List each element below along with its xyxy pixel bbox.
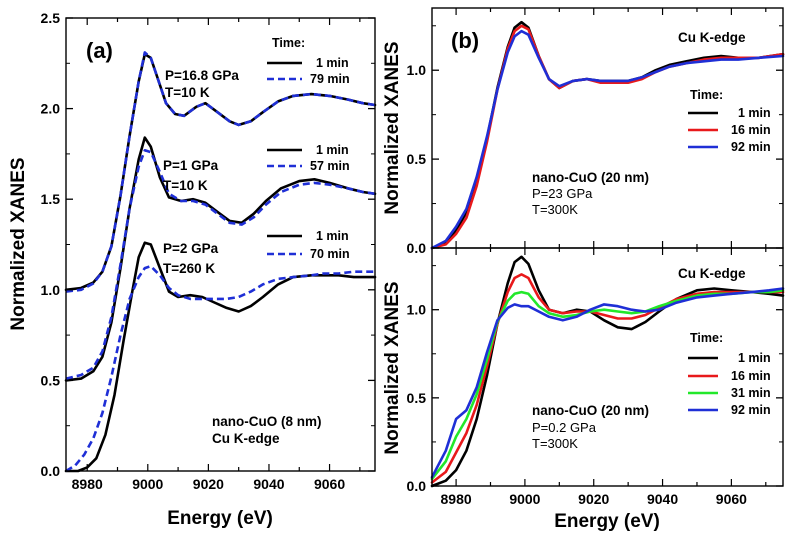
panel-b-label: (b) [451, 28, 479, 53]
annotation-temperature: T=300K [532, 436, 578, 451]
sample-label: nano-CuO (20 nm) [532, 170, 649, 185]
panel-b-top-axes: 0.0 0.5 1.0 [407, 8, 783, 256]
sample-label: nano-CuO (8 nm) [212, 414, 322, 429]
series-line [65, 264, 375, 473]
legend-label: 16 min [731, 369, 771, 383]
legend-label: 70 min [310, 247, 350, 261]
annotation-pressure: P=0.2 GPa [532, 420, 597, 435]
y-tick-label: 2.5 [41, 10, 61, 26]
legend-label: 92 min [731, 140, 771, 154]
x-axis-title: Energy (eV) [554, 511, 660, 532]
annotation-temperature: T=10 K [163, 178, 208, 193]
annotation-temperature: T=300K [532, 202, 578, 217]
edge-label: Cu K-edge [212, 431, 280, 446]
y-tick-label: 0.0 [407, 240, 427, 256]
panel-b-top-plot-area [430, 20, 785, 250]
y-axis-title: Normalized XANES [382, 41, 403, 214]
legend-label: 57 min [310, 159, 350, 173]
series-line [64, 136, 377, 382]
y-tick-label: 2.0 [41, 101, 61, 117]
legend-label: 92 min [731, 403, 771, 417]
panel-b-top: 0.0 0.5 1.0 (b) Cu K-edge Time: 1 min 16 m… [382, 7, 785, 256]
x-tick-label: 9040 [253, 476, 284, 492]
panel-a: 0.0 0.5 1.0 1.5 2.0 2.5 8980 9000 9020 9040 9060 (… [8, 10, 377, 529]
y-tick-label: 1.5 [41, 191, 61, 207]
series-line [430, 273, 785, 484]
x-tick-label: 9000 [509, 491, 540, 507]
panel-a-plot-area [64, 51, 377, 473]
y-tick-label: 0.0 [41, 463, 61, 479]
legend-label: 31 min [731, 386, 771, 400]
x-tick-label: 9000 [132, 476, 163, 492]
series-line [430, 289, 785, 481]
y-axis-title: Normalized XANES [382, 281, 403, 454]
legend-title: Time: [272, 36, 305, 50]
panel-a-axes: 0.0 0.5 1.0 1.5 2.0 2.5 8980 9000 9020 9040 9060 [41, 10, 375, 492]
y-tick-label: 0.5 [407, 151, 427, 167]
x-tick-label: 9040 [647, 491, 678, 507]
annotation-pressure: P=23 GPa [532, 186, 593, 201]
legend-label: 1 min [316, 229, 349, 243]
x-tick-label: 8980 [72, 476, 103, 492]
panel-b-bottom-plot-area [430, 255, 785, 488]
panel-b-bottom-axes: 0.0 0.5 1.0 8980 9000 9020 9040 9060 [407, 248, 783, 507]
panel-b-bottom-frame [431, 247, 784, 487]
y-tick-label: 1.0 [407, 302, 427, 318]
legend-title: Time: [690, 331, 723, 345]
annotation-pressure: P=1 GPa [163, 158, 219, 173]
series-line [65, 149, 376, 380]
series-line [65, 51, 376, 293]
y-tick-label: 0.0 [407, 478, 427, 494]
edge-label: Cu K-edge [678, 266, 746, 281]
series-line [430, 29, 785, 250]
panel-a-label: (a) [86, 38, 113, 63]
y-axis-title: Normalized XANES [8, 157, 29, 330]
legend-label: 1 min [316, 143, 349, 157]
legend-label: 79 min [310, 72, 350, 86]
sample-label: nano-CuO (20 nm) [532, 403, 649, 418]
x-tick-label: 9020 [578, 491, 609, 507]
annotation-temperature: T=10 K [165, 85, 210, 100]
y-tick-label: 0.5 [41, 372, 61, 388]
x-axis-title: Energy (eV) [167, 508, 273, 529]
annotation-pressure: P=2 GPa [163, 241, 219, 256]
y-tick-label: 0.5 [407, 390, 427, 406]
legend-label: 16 min [731, 123, 771, 137]
legend-title: Time: [690, 88, 723, 102]
y-tick-label: 1.0 [41, 282, 61, 298]
annotation-pressure: P=16.8 GPa [165, 68, 239, 83]
x-tick-label: 8980 [441, 491, 472, 507]
edge-label: Cu K-edge [678, 30, 746, 45]
x-tick-label: 9060 [716, 491, 747, 507]
x-tick-label: 9060 [314, 476, 345, 492]
legend-label: 1 min [738, 351, 771, 365]
annotation-temperature: T=260 K [163, 261, 215, 276]
series-line [430, 287, 785, 479]
y-tick-label: 1.0 [407, 62, 427, 78]
legend-label: 1 min [316, 56, 349, 70]
legend-label: 1 min [738, 106, 771, 120]
x-tick-label: 9020 [193, 476, 224, 492]
